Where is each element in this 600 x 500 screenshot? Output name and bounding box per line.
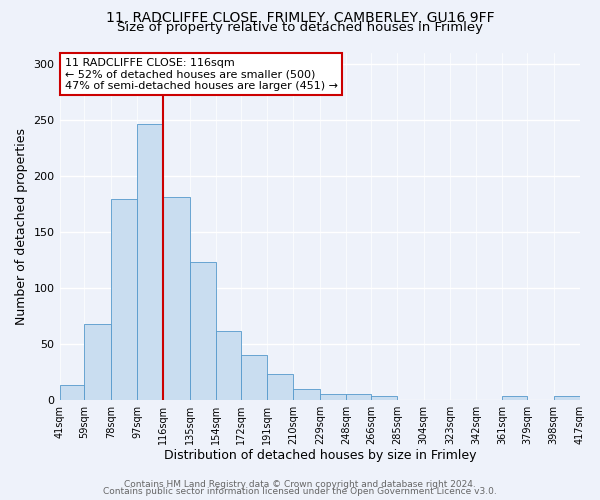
Bar [190, 262, 216, 400]
Bar [554, 396, 580, 400]
Bar [371, 396, 397, 400]
Bar [241, 355, 267, 400]
Bar [502, 396, 527, 400]
Text: 11 RADCLIFFE CLOSE: 116sqm
← 52% of detached houses are smaller (500)
47% of sem: 11 RADCLIFFE CLOSE: 116sqm ← 52% of deta… [65, 58, 338, 91]
Bar [59, 385, 85, 400]
Bar [267, 374, 293, 400]
Text: Contains HM Land Registry data © Crown copyright and database right 2024.: Contains HM Land Registry data © Crown c… [124, 480, 476, 489]
Bar [163, 197, 190, 400]
Bar [137, 124, 163, 400]
Text: Contains public sector information licensed under the Open Government Licence v3: Contains public sector information licen… [103, 487, 497, 496]
Text: Size of property relative to detached houses in Frimley: Size of property relative to detached ho… [117, 21, 483, 34]
Bar [320, 394, 346, 400]
Text: 11, RADCLIFFE CLOSE, FRIMLEY, CAMBERLEY, GU16 9FF: 11, RADCLIFFE CLOSE, FRIMLEY, CAMBERLEY,… [106, 11, 494, 25]
Bar [346, 394, 371, 400]
Bar [293, 388, 320, 400]
Bar [111, 199, 137, 400]
Y-axis label: Number of detached properties: Number of detached properties [15, 128, 28, 324]
Bar [216, 332, 241, 400]
X-axis label: Distribution of detached houses by size in Frimley: Distribution of detached houses by size … [164, 450, 476, 462]
Bar [85, 324, 111, 400]
